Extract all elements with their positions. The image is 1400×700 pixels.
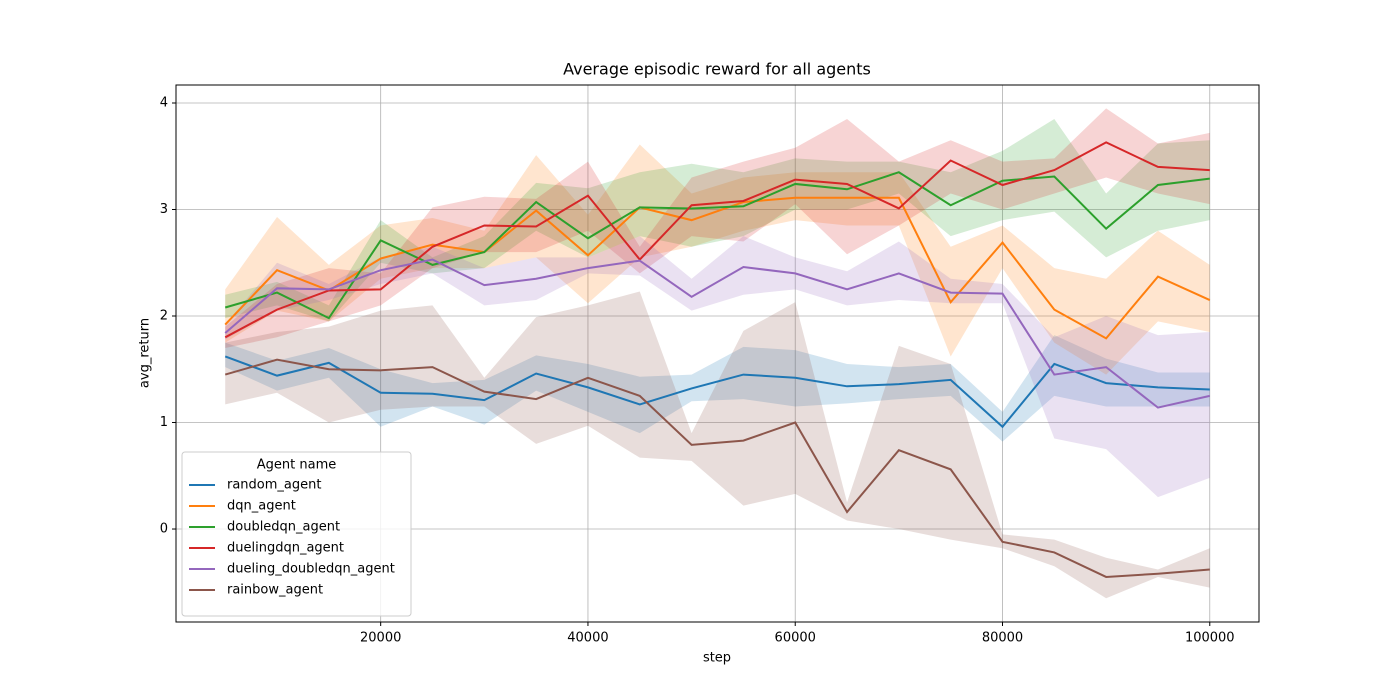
line [224, 358, 1210, 578]
confidence-band [225, 291, 1210, 599]
confidence-band [225, 236, 1210, 498]
chart-title: Average episodic reward for all agents [563, 60, 871, 79]
legend-label: duelingdqn_agent [227, 541, 344, 556]
x-tick-label: 80000 [982, 631, 1023, 646]
y-tick-label: 4 [160, 95, 168, 110]
x-tick-label: 20000 [360, 631, 401, 646]
y-tick-label: 3 [160, 202, 168, 217]
confidence-band [225, 118, 1210, 322]
legend-label: random_agent [227, 478, 321, 493]
y-tick-label: 0 [160, 522, 168, 537]
confidence-band [225, 144, 1210, 375]
legend-title: Agent name [257, 458, 336, 473]
legend-box [181, 451, 412, 617]
confidence-band [225, 108, 1210, 348]
legend-label: doubledqn_agent [227, 520, 340, 535]
line [224, 171, 1210, 320]
plot-frame [175, 84, 1260, 623]
y-tick-label: 2 [160, 309, 168, 324]
line [224, 258, 1210, 409]
x-tick-label: 40000 [567, 631, 608, 646]
legend-label: dueling_doubledqn_agent [227, 562, 395, 577]
line [224, 355, 1210, 429]
x-tick-label: 60000 [775, 631, 816, 646]
line [224, 196, 1211, 340]
x-tick-label: 100000 [1185, 631, 1235, 646]
y-tick-label: 1 [160, 415, 168, 430]
legend-label: rainbow_agent [227, 583, 323, 598]
confidence-band [225, 335, 1210, 442]
line [224, 141, 1210, 339]
y-axis-label: avg_return [138, 318, 153, 388]
legend-label: dqn_agent [227, 499, 296, 514]
legend: Agent name random_agent dqn_agent doubledqn… [181, 451, 412, 617]
x-axis-label: step [703, 651, 731, 666]
